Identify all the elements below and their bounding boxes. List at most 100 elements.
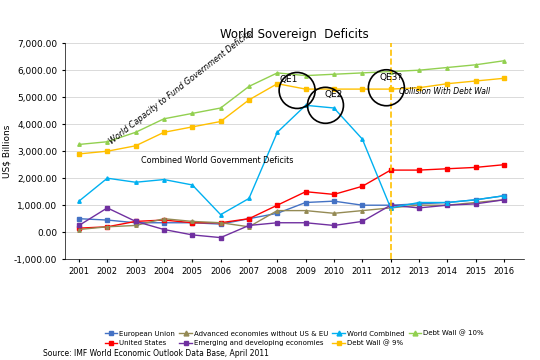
Advanced economies without US & EU [302,208,309,213]
Debt Wall @ 9% [218,120,224,124]
World Combined [104,176,111,180]
Debt Wall @ 10% [104,140,111,144]
Debt Wall @ 10% [416,68,422,72]
Advanced economies without US & EU [246,225,252,229]
Text: QE3?: QE3? [379,73,402,82]
Emerging and developing economies [246,223,252,228]
Advanced economies without US & EU [132,223,139,228]
Debt Wall @ 9% [76,152,82,156]
Emerging and developing economies [330,223,337,228]
World Combined [218,212,224,217]
Text: QE1: QE1 [279,75,298,84]
Emerging and developing economies [274,221,281,225]
Debt Wall @ 10% [246,84,252,89]
Emerging and developing economies [132,219,139,224]
Emerging and developing economies [189,233,195,237]
Advanced economies without US & EU [501,198,507,202]
European Union [416,202,422,206]
World Combined [501,194,507,198]
Text: Source: IMF World Economic Outlook Data Base, April 2011: Source: IMF World Economic Outlook Data … [43,350,269,359]
Text: QE2: QE2 [325,90,343,99]
Debt Wall @ 10% [444,66,450,70]
Debt Wall @ 9% [246,98,252,102]
Debt Wall @ 9% [302,87,309,91]
World Combined [416,200,422,204]
World Combined [76,199,82,203]
Y-axis label: US$ Billions: US$ Billions [2,125,11,178]
Advanced economies without US & EU [359,208,366,213]
European Union [104,218,111,222]
United States [76,226,82,230]
Debt Wall @ 9% [189,125,195,129]
Emerging and developing economies [472,202,479,206]
Title: World Sovereign  Deficits: World Sovereign Deficits [220,28,369,41]
Debt Wall @ 10% [501,59,507,63]
Debt Wall @ 10% [472,63,479,67]
Debt Wall @ 9% [359,87,366,91]
United States [416,168,422,172]
Debt Wall @ 9% [330,87,337,91]
Advanced economies without US & EU [444,203,450,207]
European Union [274,211,281,215]
United States [189,221,195,225]
Advanced economies without US & EU [218,221,224,225]
Line: Emerging and developing economies: Emerging and developing economies [77,198,505,239]
European Union [330,199,337,203]
Debt Wall @ 10% [76,142,82,147]
World Combined [444,200,450,204]
European Union [246,216,252,221]
Emerging and developing economies [501,198,507,202]
European Union [444,200,450,204]
United States [218,221,224,225]
Debt Wall @ 10% [161,117,167,121]
European Union [132,221,139,225]
Text: World Capacity to Fund Government Deficits: World Capacity to Fund Government Defici… [107,29,253,146]
United States [330,192,337,197]
Debt Wall @ 9% [132,144,139,148]
Debt Wall @ 9% [444,81,450,86]
Debt Wall @ 10% [189,111,195,116]
World Combined [387,206,394,210]
Line: Debt Wall @ 9%: Debt Wall @ 9% [77,77,505,156]
United States [359,184,366,189]
Legend: European Union, United States, Advanced economies without US & EU, Emerging and : European Union, United States, Advanced … [102,328,487,350]
Debt Wall @ 9% [104,149,111,153]
Emerging and developing economies [302,221,309,225]
Advanced economies without US & EU [416,203,422,207]
Debt Wall @ 9% [472,79,479,83]
Debt Wall @ 9% [161,130,167,134]
European Union [501,194,507,198]
Debt Wall @ 9% [416,86,422,90]
World Combined [330,106,337,110]
Emerging and developing economies [104,206,111,210]
Line: European Union: European Union [77,194,505,226]
Line: World Combined: World Combined [77,104,505,216]
Advanced economies without US & EU [472,200,479,204]
Debt Wall @ 9% [387,87,394,91]
Emerging and developing economies [76,223,82,228]
Emerging and developing economies [359,219,366,224]
Line: United States: United States [77,163,505,230]
World Combined [161,177,167,182]
Advanced economies without US & EU [274,208,281,213]
World Combined [274,130,281,134]
Debt Wall @ 9% [274,81,281,86]
European Union [387,203,394,207]
Advanced economies without US & EU [161,216,167,221]
Debt Wall @ 10% [302,73,309,78]
World Combined [472,198,479,202]
European Union [161,221,167,225]
Line: Advanced economies without US & EU: Advanced economies without US & EU [77,198,505,231]
Text: Collision With Debt Wall: Collision With Debt Wall [399,87,490,96]
United States [444,167,450,171]
United States [161,218,167,222]
World Combined [189,183,195,187]
Debt Wall @ 10% [218,106,224,110]
Emerging and developing economies [416,206,422,210]
Debt Wall @ 9% [501,76,507,80]
Emerging and developing economies [218,235,224,240]
United States [132,219,139,224]
Debt Wall @ 10% [359,71,366,75]
Advanced economies without US & EU [104,225,111,229]
European Union [76,216,82,221]
